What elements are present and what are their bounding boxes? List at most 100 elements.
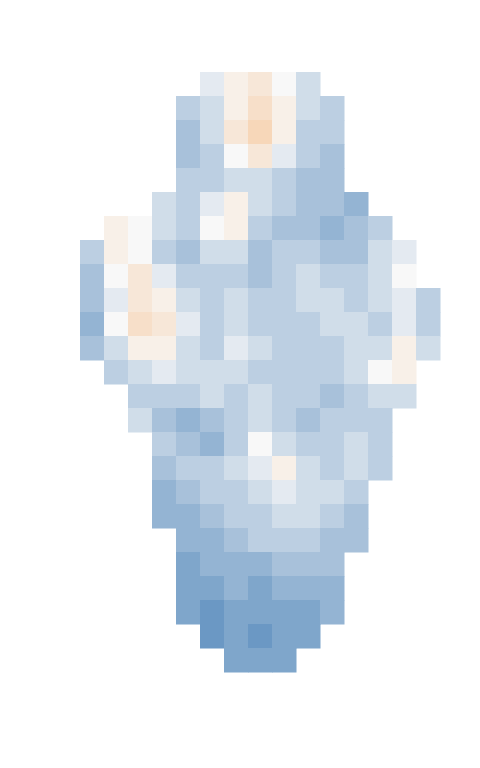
cell (224, 192, 249, 217)
cell (320, 600, 345, 625)
cell (272, 432, 297, 457)
cell (248, 120, 273, 145)
cell (320, 408, 345, 433)
cell (152, 456, 177, 481)
cell (224, 648, 249, 673)
cell (296, 384, 321, 409)
cell (320, 240, 345, 265)
cell (320, 312, 345, 337)
cell (296, 288, 321, 313)
cell (224, 144, 249, 169)
cell (272, 72, 297, 97)
cell (176, 600, 201, 625)
cell (224, 72, 249, 97)
cell (224, 336, 249, 361)
cell (248, 312, 273, 337)
cell (368, 288, 393, 313)
cell (248, 288, 273, 313)
cell (128, 384, 153, 409)
cell (224, 456, 249, 481)
cell (272, 312, 297, 337)
cell (152, 408, 177, 433)
cell (320, 360, 345, 385)
cell (152, 384, 177, 409)
cell (272, 264, 297, 289)
cell (296, 192, 321, 217)
cell (296, 96, 321, 121)
cell (416, 336, 441, 361)
cell (344, 240, 369, 265)
cell (224, 600, 249, 625)
cell (152, 360, 177, 385)
cell (344, 336, 369, 361)
cell (320, 216, 345, 241)
cell (176, 432, 201, 457)
cell (296, 552, 321, 577)
cell (128, 312, 153, 337)
cell (248, 528, 273, 553)
cell (320, 288, 345, 313)
cell (320, 528, 345, 553)
cell (368, 312, 393, 337)
cell (224, 312, 249, 337)
cell (320, 192, 345, 217)
cell (128, 360, 153, 385)
cell (200, 408, 225, 433)
cell (296, 216, 321, 241)
cell (176, 312, 201, 337)
cell (152, 288, 177, 313)
cell (296, 168, 321, 193)
cell (176, 144, 201, 169)
cell (200, 480, 225, 505)
cell (224, 384, 249, 409)
cell (152, 504, 177, 529)
cell (272, 648, 297, 673)
cell (272, 144, 297, 169)
cell (296, 480, 321, 505)
cell (224, 432, 249, 457)
cell (176, 456, 201, 481)
cell (248, 384, 273, 409)
cell (272, 240, 297, 265)
cell (248, 408, 273, 433)
cell (176, 264, 201, 289)
cell (152, 192, 177, 217)
cell (392, 288, 417, 313)
cell (296, 336, 321, 361)
cell (224, 168, 249, 193)
cell (368, 432, 393, 457)
cell (296, 408, 321, 433)
cell (176, 96, 201, 121)
cell (272, 96, 297, 121)
cell (224, 504, 249, 529)
cell (200, 432, 225, 457)
cell (200, 312, 225, 337)
cell (344, 264, 369, 289)
cell (224, 216, 249, 241)
cell (272, 288, 297, 313)
cell (320, 96, 345, 121)
cell (344, 192, 369, 217)
cell (344, 384, 369, 409)
cell (152, 312, 177, 337)
cell (248, 240, 273, 265)
cell (176, 120, 201, 145)
heatmap-chart (0, 0, 480, 768)
cell (248, 216, 273, 241)
cell (152, 240, 177, 265)
cell (248, 648, 273, 673)
cell (320, 168, 345, 193)
cell (200, 576, 225, 601)
cell (296, 576, 321, 601)
cell (296, 600, 321, 625)
cell (272, 624, 297, 649)
cell (200, 384, 225, 409)
cell (272, 480, 297, 505)
cell (272, 384, 297, 409)
cell (272, 600, 297, 625)
cell (272, 456, 297, 481)
cell (248, 456, 273, 481)
cell (200, 504, 225, 529)
cell (200, 96, 225, 121)
cell (248, 600, 273, 625)
